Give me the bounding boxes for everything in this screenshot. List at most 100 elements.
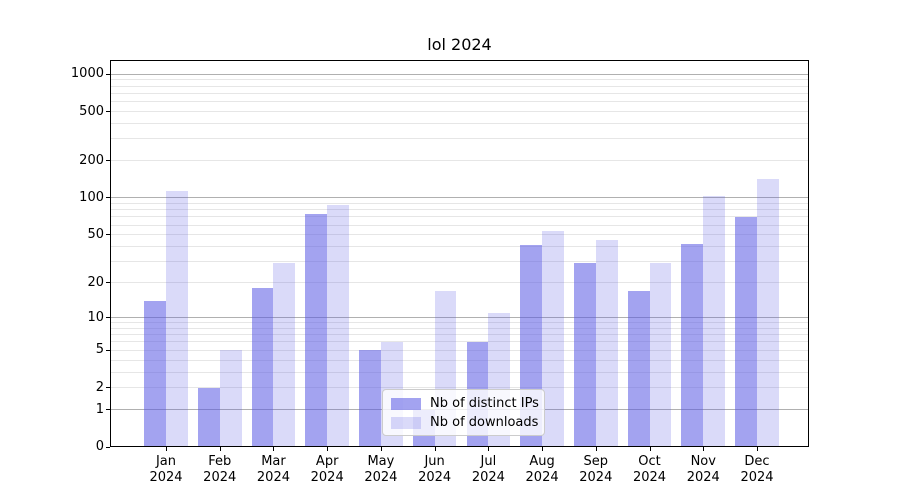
- minor-gridline: [110, 203, 809, 205]
- minor-gridline: [110, 282, 809, 284]
- minor-gridline: [110, 322, 809, 324]
- x-axis-tick-label: Sep 2024: [579, 454, 613, 485]
- x-axis-tick-label: Jul 2024: [471, 454, 505, 485]
- bar-downloads: [595, 240, 618, 447]
- legend: Nb of distinct IPs Nb of downloads: [382, 389, 545, 436]
- y-axis-tick-label: 50: [87, 226, 104, 242]
- x-axis-tick-label: Nov 2024: [686, 454, 720, 485]
- y-axis-tick: [106, 73, 110, 75]
- bar-downloads: [166, 191, 188, 447]
- bar-downloads: [649, 263, 672, 447]
- legend-item-downloads: Nb of downloads: [391, 414, 544, 432]
- x-axis-tick: [219, 447, 221, 451]
- x-axis-tick: [595, 447, 597, 451]
- minor-gridline: [110, 246, 809, 248]
- bar-downloads: [756, 179, 779, 447]
- minor-gridline: [110, 85, 809, 87]
- x-axis-tick-label: Jan 2024: [149, 454, 183, 485]
- y-axis-tick: [106, 282, 110, 284]
- minor-gridline: [110, 111, 809, 112]
- minor-gridline: [110, 371, 809, 373]
- y-axis-tick-label: 10: [87, 309, 104, 325]
- y-axis-tick: [106, 349, 110, 351]
- bar-distinct-ips: [197, 387, 220, 447]
- x-axis-tick: [380, 447, 382, 451]
- x-axis-tick-label: Dec 2024: [740, 454, 774, 485]
- bar-distinct-ips: [251, 288, 274, 447]
- x-axis-tick: [542, 447, 544, 451]
- x-axis-tick: [327, 447, 329, 451]
- x-axis-tick: [273, 447, 275, 451]
- minor-gridline: [110, 79, 809, 81]
- y-axis-tick-label: 500: [79, 103, 104, 119]
- legend-item-distinct-ips: Nb of distinct IPs: [391, 395, 544, 413]
- minor-gridline: [110, 334, 809, 336]
- minor-gridline: [110, 234, 809, 236]
- minor-gridline: [110, 101, 809, 103]
- y-axis-tick-label: 20: [87, 274, 104, 290]
- x-axis-tick-label: Aug 2024: [525, 454, 559, 485]
- x-axis-tick-label: May 2024: [364, 454, 398, 485]
- major-gridline: [110, 73, 809, 75]
- bar-distinct-ips: [359, 350, 381, 447]
- bar-downloads: [273, 263, 296, 447]
- y-axis-tick: [106, 160, 110, 162]
- x-axis-tick: [166, 447, 167, 451]
- minor-gridline: [110, 209, 809, 211]
- x-axis-tick: [649, 447, 651, 451]
- x-axis-tick: [434, 447, 436, 451]
- bar-downloads: [703, 195, 726, 447]
- major-gridline: [110, 317, 809, 319]
- x-axis-tick: [488, 447, 490, 451]
- y-axis-tick-label: 200: [79, 152, 104, 168]
- minor-gridline: [110, 387, 809, 389]
- y-axis-tick-label: 0: [95, 439, 104, 454]
- chart-title: lol 2024: [427, 35, 492, 54]
- x-axis-tick-label: Mar 2024: [256, 454, 290, 485]
- bar-downloads: [327, 205, 349, 447]
- major-gridline: [110, 197, 809, 199]
- minor-gridline: [110, 341, 809, 343]
- minor-gridline: [110, 349, 809, 351]
- x-axis-tick: [756, 447, 758, 451]
- minor-gridline: [110, 216, 809, 218]
- legend-swatch-downloads: [391, 417, 421, 429]
- x-axis-tick-label: Feb 2024: [203, 454, 237, 485]
- minor-gridline: [110, 92, 809, 94]
- bar-distinct-ips: [574, 263, 596, 447]
- x-axis-tick: [703, 447, 705, 451]
- y-axis-tick: [106, 234, 110, 236]
- minor-gridline: [110, 359, 809, 361]
- legend-swatch-ips: [391, 398, 421, 410]
- y-axis-tick: [106, 446, 110, 448]
- minor-gridline: [110, 160, 809, 162]
- x-axis-tick-label: Jun 2024: [418, 454, 452, 485]
- x-axis-tick-label: Oct 2024: [632, 454, 667, 485]
- bar-downloads: [219, 350, 242, 447]
- minor-gridline: [110, 224, 809, 226]
- bar-downloads: [542, 230, 564, 447]
- bar-distinct-ips: [735, 216, 757, 447]
- minor-gridline: [110, 123, 809, 125]
- plot-area: Nb of distinct IPs Nb of downloads: [110, 60, 809, 447]
- y-axis-tick-label: 1: [95, 401, 104, 417]
- legend-label-ips: Nb of distinct IPs: [430, 396, 539, 411]
- bar-distinct-ips: [305, 214, 328, 447]
- minor-gridline: [110, 327, 809, 329]
- bar-distinct-ips: [681, 244, 704, 447]
- bar-distinct-ips: [627, 291, 650, 447]
- y-axis-tick: [106, 387, 110, 389]
- minor-gridline: [110, 261, 809, 263]
- y-axis-tick: [106, 197, 110, 199]
- y-axis-tick-label: 2: [95, 379, 104, 395]
- y-axis-tick-label: 1000: [70, 66, 104, 82]
- bar-distinct-ips: [144, 300, 166, 447]
- y-axis-tick: [106, 317, 110, 319]
- y-axis-tick-label: 5: [95, 342, 104, 358]
- x-axis-tick-label: Apr 2024: [310, 454, 344, 485]
- y-axis-tick: [106, 409, 110, 411]
- y-axis-tick: [106, 111, 110, 112]
- minor-gridline: [110, 138, 809, 140]
- y-axis-tick-label: 100: [79, 189, 104, 205]
